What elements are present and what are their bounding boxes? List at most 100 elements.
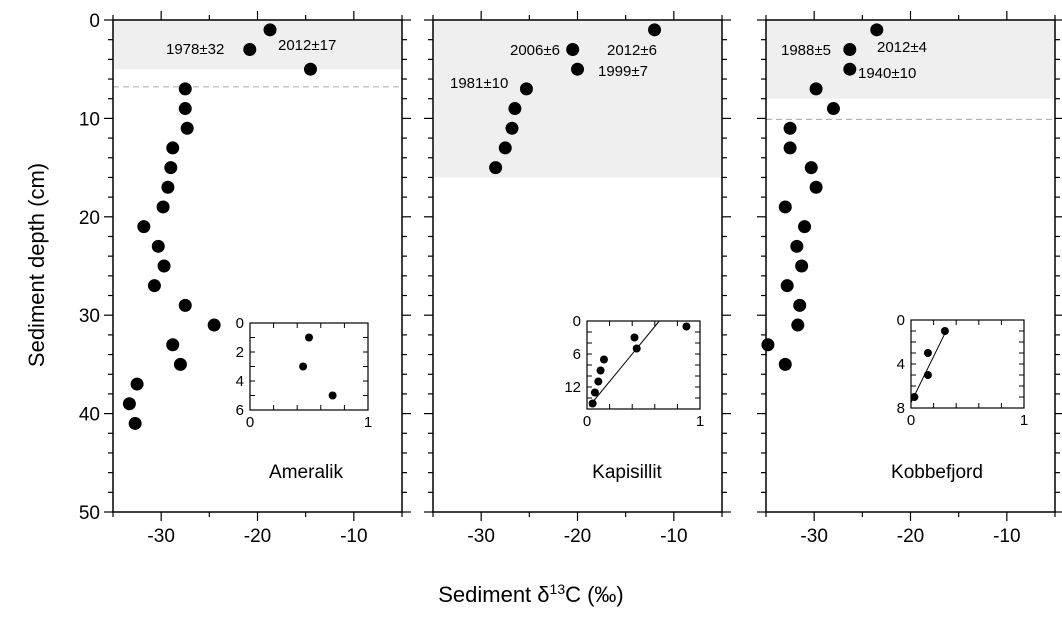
data-point xyxy=(128,416,142,430)
data-point xyxy=(178,82,192,96)
data-point xyxy=(178,298,192,312)
data-point xyxy=(161,180,175,194)
inset-point xyxy=(305,333,313,342)
data-point xyxy=(778,200,792,214)
inset-y-tick-label: 0 xyxy=(897,312,905,329)
data-point xyxy=(826,102,840,116)
date-annotation: 1988±5 xyxy=(781,42,831,59)
y-tick-label: 20 xyxy=(79,208,100,229)
data-point xyxy=(809,82,823,96)
x-axis-title-main: Sediment δ xyxy=(438,582,549,607)
inset-y-tick-label: 2 xyxy=(236,344,244,361)
inset-point xyxy=(299,362,308,371)
data-point xyxy=(137,220,151,234)
y-tick-label: 50 xyxy=(79,503,100,524)
data-point xyxy=(648,23,662,37)
plot-frame xyxy=(112,19,403,513)
date-annotation: 2012±6 xyxy=(607,42,657,59)
inset-y-tick-label: 6 xyxy=(236,402,244,419)
inset-y-tick-label: 0 xyxy=(573,313,581,330)
inset-point xyxy=(588,399,597,408)
date-annotation: 2006±6 xyxy=(510,42,560,59)
inset-point xyxy=(923,371,932,379)
data-point xyxy=(178,102,192,116)
y-tick-label: 10 xyxy=(79,109,100,130)
data-point xyxy=(793,298,807,312)
shaded-band xyxy=(113,20,402,70)
data-point xyxy=(798,220,812,234)
data-point xyxy=(243,43,257,57)
shaded-band xyxy=(766,20,1055,99)
x-axis-title-tail: C (‰) xyxy=(565,582,624,607)
inset-y-tick-label: 12 xyxy=(564,379,581,396)
x-tick-label: -20 xyxy=(897,526,924,547)
data-point xyxy=(505,121,519,135)
inset-point xyxy=(630,333,639,342)
date-annotation: 1978±32 xyxy=(166,41,224,58)
x-tick-label: -20 xyxy=(564,526,591,547)
site-label: Kobbefjord xyxy=(891,462,983,483)
y-tick-label: 40 xyxy=(79,405,100,426)
date-annotation: 2012±4 xyxy=(877,39,927,56)
data-point xyxy=(166,141,180,155)
data-point xyxy=(804,161,818,175)
data-point xyxy=(207,318,221,332)
inset-x-tick-label: 1 xyxy=(696,413,704,430)
inset-point xyxy=(910,393,919,401)
inset-point xyxy=(632,344,641,353)
inset-point xyxy=(328,391,337,400)
data-point xyxy=(843,43,857,57)
x-axis-title: Sediment δ13C (‰) xyxy=(438,581,624,607)
data-point xyxy=(147,279,161,293)
data-point xyxy=(173,357,187,371)
date-annotation: 1999±7 xyxy=(598,63,648,80)
inset-point xyxy=(923,349,932,357)
data-point xyxy=(122,397,136,411)
data-point xyxy=(780,279,794,293)
inset-y-tick-label: 0 xyxy=(236,315,244,332)
inset-point xyxy=(940,327,949,335)
data-point xyxy=(778,357,792,371)
x-tick-label: -30 xyxy=(147,526,174,547)
data-point xyxy=(151,239,165,253)
date-annotation: 1940±10 xyxy=(858,65,916,82)
data-point xyxy=(566,43,580,57)
data-point xyxy=(783,121,797,135)
data-point xyxy=(130,377,144,391)
inset-y-tick-label: 8 xyxy=(897,400,905,417)
inset-y-tick-label: 6 xyxy=(573,346,581,363)
date-annotation: 2012±17 xyxy=(278,37,336,54)
date-annotation: 1981±10 xyxy=(450,75,508,92)
y-tick-label: 30 xyxy=(79,306,100,327)
data-point xyxy=(870,23,884,37)
data-point xyxy=(791,318,805,332)
inset-fit-line xyxy=(910,328,948,403)
x-axis-title-sup: 13 xyxy=(550,581,566,597)
x-tick-label: -10 xyxy=(660,526,687,547)
y-tick-label: 0 xyxy=(89,11,100,32)
x-tick-label: -10 xyxy=(340,526,367,547)
x-tick-label: -30 xyxy=(800,526,827,547)
data-point xyxy=(508,102,522,116)
data-point xyxy=(489,161,503,175)
inset-x-tick-label: 0 xyxy=(907,412,915,429)
data-point xyxy=(761,338,775,352)
data-point xyxy=(303,62,317,76)
data-point xyxy=(783,141,797,155)
inset-x-tick-label: 1 xyxy=(364,414,372,431)
inset-x-tick-label: 0 xyxy=(246,414,254,431)
inset-point xyxy=(596,366,605,375)
inset-y-tick-label: 4 xyxy=(897,356,905,373)
data-point xyxy=(519,82,533,96)
x-tick-label: -10 xyxy=(993,526,1020,547)
shaded-band xyxy=(433,20,722,178)
inset-frame xyxy=(910,319,1025,409)
